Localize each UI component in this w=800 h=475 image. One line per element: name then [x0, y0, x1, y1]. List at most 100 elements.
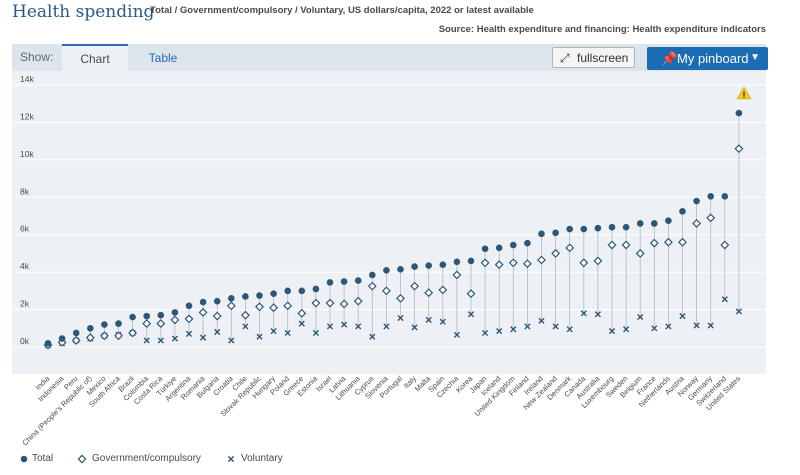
total-point [566, 225, 573, 233]
government-point [720, 240, 730, 250]
voluntary-point [242, 323, 249, 330]
y-axis: 0k 2k 4k 6k 8k 10k 12k 14k [20, 74, 34, 346]
total-point [44, 339, 52, 347]
total-point [735, 109, 743, 117]
government-point [621, 240, 631, 250]
voluntary-point [524, 323, 531, 330]
voluntary-point [580, 310, 587, 317]
data-marks [43, 109, 744, 350]
total-point [87, 324, 94, 332]
tab-table[interactable]: Table [148, 51, 178, 65]
government-point [226, 301, 236, 311]
total-point [467, 257, 475, 265]
y-tick-label: 4k [20, 261, 30, 271]
show-label: Show: [20, 50, 54, 64]
total-point [72, 329, 80, 337]
voluntary-point [143, 337, 150, 344]
total-point [622, 223, 630, 231]
government-point [410, 281, 420, 291]
y-tick-label: 8k [20, 186, 30, 196]
total-point [58, 335, 66, 342]
legend-voluntary[interactable]: Voluntary [241, 453, 283, 464]
government-point [156, 319, 166, 329]
total-point [340, 278, 348, 285]
total-point [143, 312, 150, 320]
government-point [240, 310, 250, 320]
government-point [424, 288, 434, 298]
government-point [466, 289, 476, 299]
voluntary-point [482, 329, 489, 337]
voluntary-point [171, 335, 178, 342]
voluntary-point [157, 337, 164, 344]
voluntary-point [679, 313, 686, 320]
tab-chart[interactable]: Chart [62, 44, 128, 73]
total-point [354, 277, 362, 284]
total-point [495, 244, 503, 252]
voluntary-point [341, 321, 348, 328]
government-point [607, 240, 617, 250]
voluntary-point [411, 324, 418, 331]
total-point [157, 311, 165, 319]
total-point [665, 217, 672, 224]
total-point [284, 287, 292, 295]
voluntary-point [552, 323, 559, 330]
total-point [608, 223, 616, 231]
total-point [510, 241, 517, 249]
government-point [522, 259, 532, 269]
government-point [283, 301, 293, 311]
government-point [635, 248, 645, 258]
y-tick-label: 2k [20, 299, 30, 309]
total-point [256, 292, 263, 299]
government-point [579, 258, 589, 268]
government-point [297, 308, 307, 318]
source-link[interactable]: Source: Health expenditure and financing… [438, 24, 766, 35]
total-point [580, 225, 588, 233]
total-point [636, 220, 644, 227]
government-point [367, 281, 377, 291]
voluntary-point [707, 322, 714, 329]
voluntary-point [693, 322, 700, 329]
government-point [678, 237, 687, 247]
total-point [242, 293, 249, 300]
voluntary-point [369, 333, 376, 340]
voluntary-point [510, 326, 517, 333]
voluntary-point [496, 327, 503, 335]
government-point [353, 296, 363, 306]
voluntary-point [467, 311, 475, 318]
caret-down-icon: ▼ [750, 52, 760, 63]
warning-icon[interactable]: ! [736, 86, 752, 100]
total-point [185, 302, 193, 310]
government-point [649, 238, 659, 248]
voluntary-point [665, 323, 672, 330]
government-point [381, 286, 391, 296]
legend-markers [20, 454, 235, 464]
government-point [255, 302, 264, 312]
voluntary-point [425, 316, 432, 323]
y-tick-label: 6k [20, 224, 30, 234]
total-point [326, 279, 334, 286]
grid-lines [12, 84, 766, 348]
total-point [213, 297, 221, 305]
government-point [128, 328, 138, 338]
fullscreen-button[interactable]: ⤢ fullscreen [552, 47, 635, 68]
page-title: Health spending [12, 2, 155, 22]
legend-total[interactable]: Total [32, 453, 54, 464]
government-point [480, 258, 490, 268]
total-point [101, 321, 108, 328]
voluntary-point [270, 327, 277, 335]
government-point [142, 319, 152, 329]
government-point [85, 333, 95, 343]
total-point [651, 220, 658, 227]
total-point [524, 239, 531, 247]
total-point [538, 230, 545, 238]
y-tick-label: 0k [20, 336, 30, 346]
y-tick-label: 10k [20, 149, 34, 159]
total-point [270, 290, 277, 297]
legend-government[interactable]: Government/compulsory [92, 453, 201, 464]
voluntary-point [298, 320, 305, 327]
pinboard-button[interactable]: 📌 My pinboard ▼ [647, 47, 768, 70]
government-point [114, 331, 123, 341]
government-point [325, 298, 335, 308]
government-point [57, 337, 67, 347]
